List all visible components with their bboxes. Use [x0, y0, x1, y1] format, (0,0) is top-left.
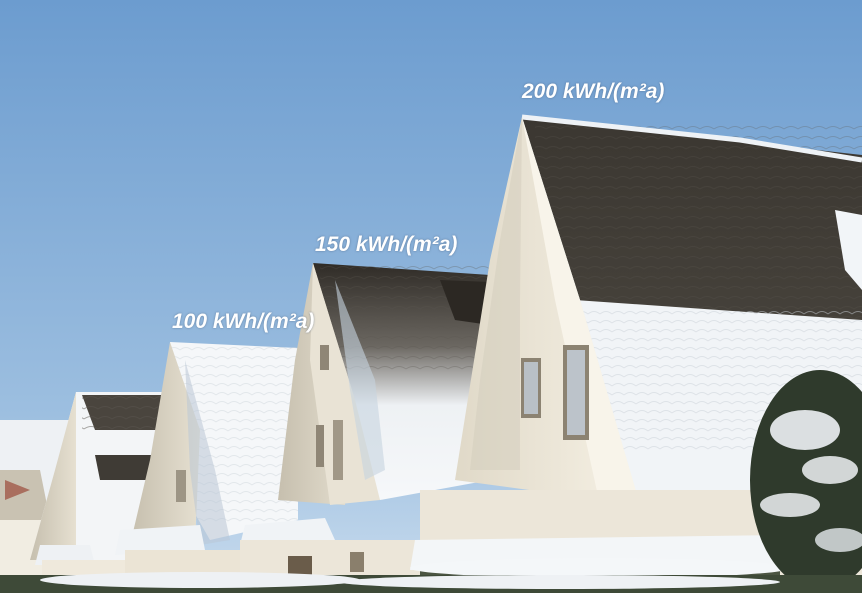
hedge [0, 572, 862, 593]
house-3 [240, 263, 490, 593]
house-2 [115, 342, 298, 593]
snowy-tree [750, 370, 862, 590]
label-150-kwh: 150 kWh/(m²a) [315, 233, 458, 256]
label-100-kwh: 100 kWh/(m²a) [172, 310, 315, 333]
label-200-kwh: 200 kWh/(m²a) [522, 80, 665, 103]
